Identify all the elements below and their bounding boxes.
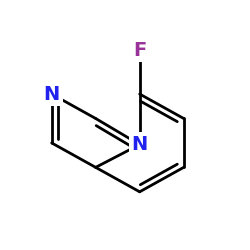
Text: F: F xyxy=(133,40,146,60)
Text: N: N xyxy=(44,84,60,103)
Text: N: N xyxy=(132,135,148,154)
